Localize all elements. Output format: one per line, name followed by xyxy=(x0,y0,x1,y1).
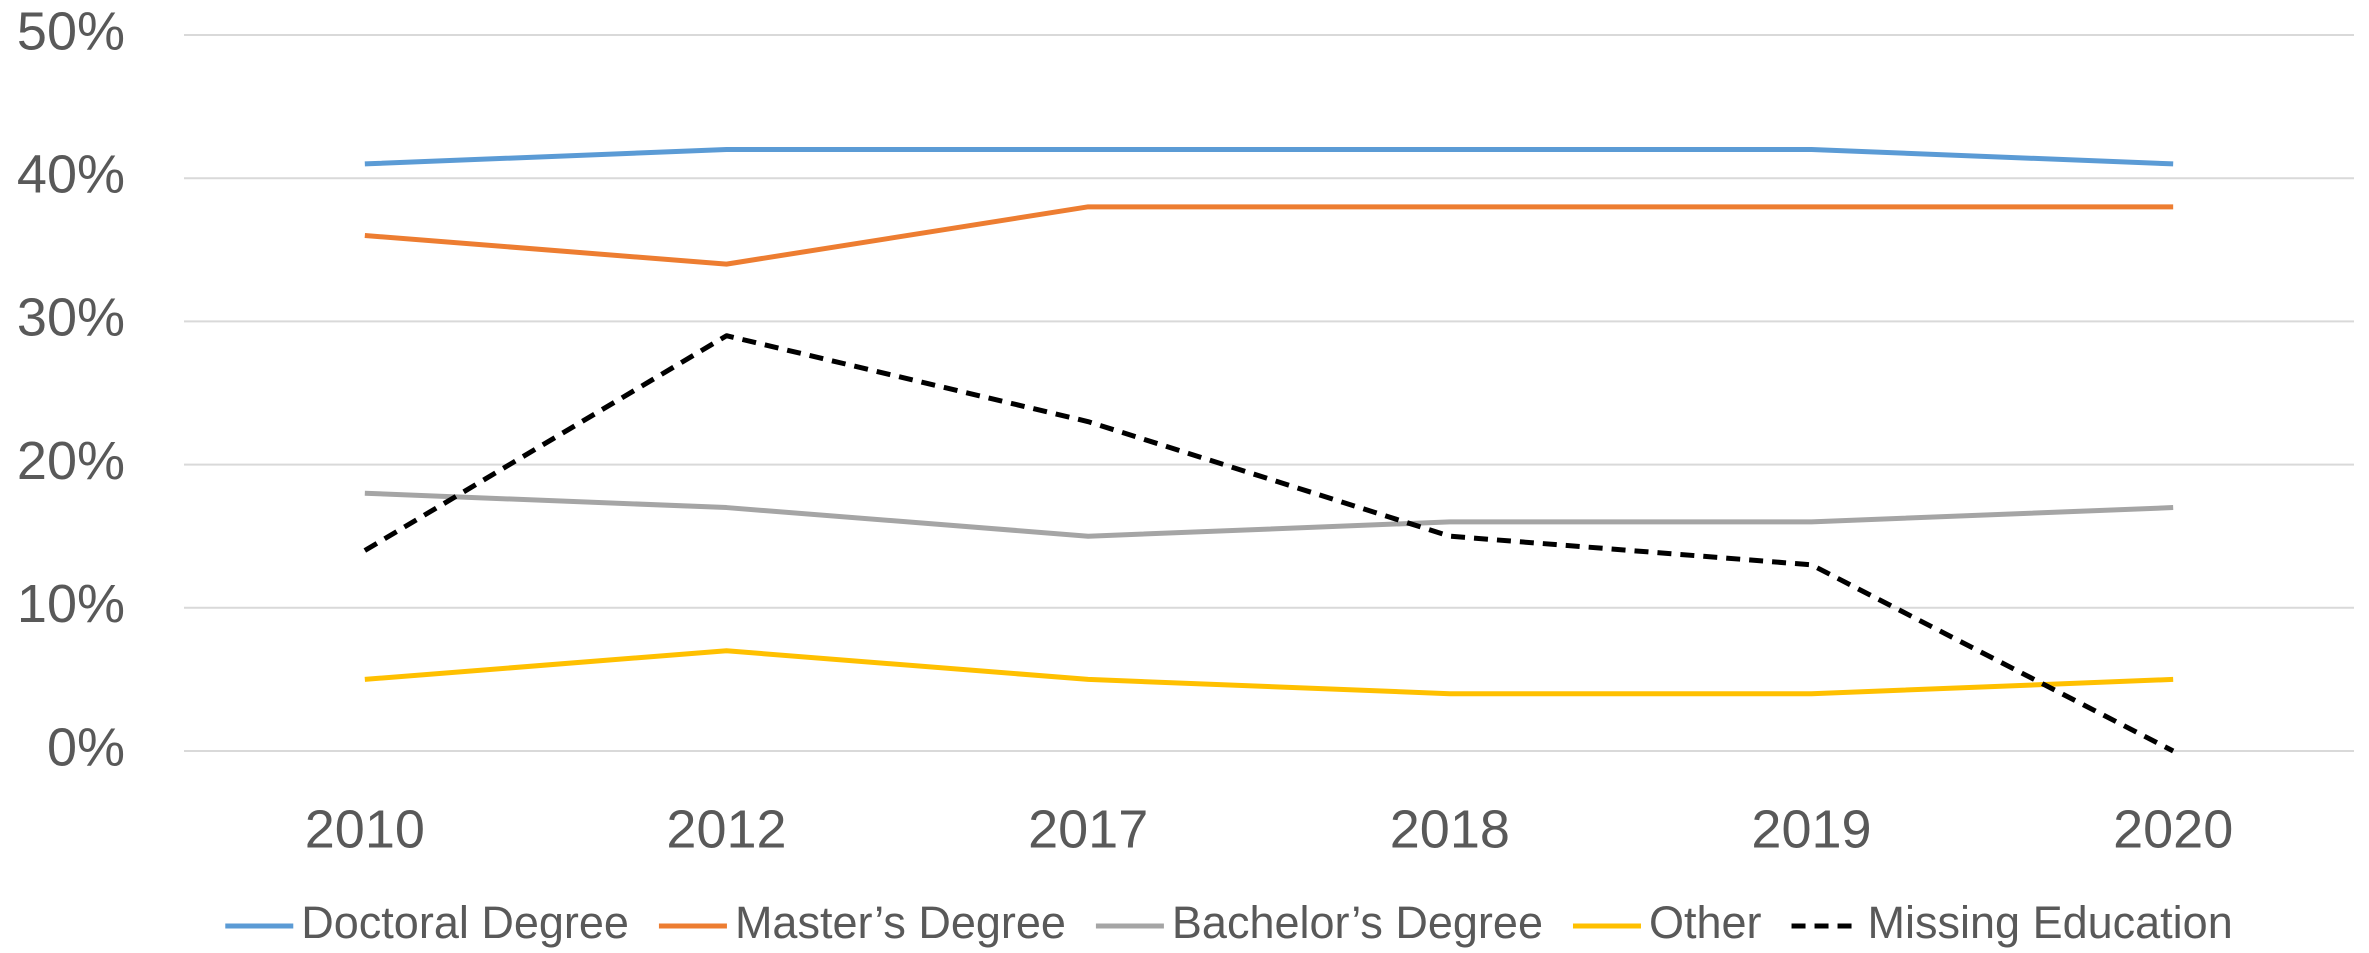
y-tick-label: 50% xyxy=(17,1,125,61)
series-line xyxy=(364,490,2174,539)
y-tick-label: 20% xyxy=(17,431,125,491)
x-tick-label: 2012 xyxy=(666,799,786,859)
x-tick-label: 2018 xyxy=(1390,799,1510,859)
series-line xyxy=(364,204,2174,267)
y-tick-label: 40% xyxy=(17,144,125,204)
y-tick-label: 30% xyxy=(17,288,125,348)
legend-label: Missing Education xyxy=(1868,897,2233,948)
legend: Doctoral Degree Master’s Degree Bachelor’s… xyxy=(225,897,2233,948)
legend-label: Other xyxy=(1649,897,1762,948)
x-tick-label: 2017 xyxy=(1028,799,1148,859)
y-tick-label: 10% xyxy=(17,574,125,634)
x-tick-label: 2010 xyxy=(305,799,425,859)
series-line xyxy=(364,147,2174,167)
legend-label: Master’s Degree xyxy=(735,897,1066,948)
x-tick-label: 2020 xyxy=(2113,799,2233,859)
series-line xyxy=(363,333,2175,754)
y-tick-label: 0% xyxy=(47,717,125,777)
series-line xyxy=(364,648,2174,697)
legend-label: Bachelor’s Degree xyxy=(1172,897,1543,948)
x-tick-label: 2019 xyxy=(1751,799,1871,859)
legend-label: Doctoral Degree xyxy=(301,897,629,948)
